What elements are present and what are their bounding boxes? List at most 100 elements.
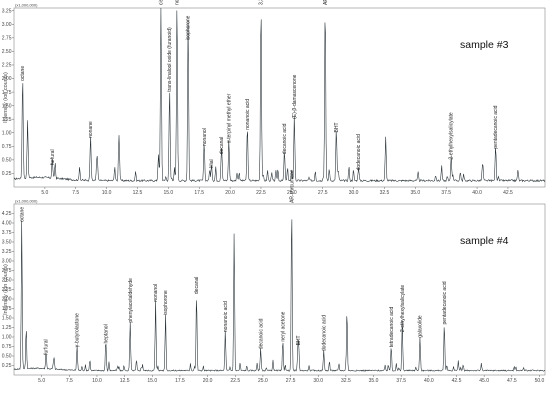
x-tick-label: 35.0: [410, 190, 420, 196]
x-tick-label: 17.5: [194, 190, 204, 196]
peak-label: cis-linalool oxide (furanoid): [159, 0, 165, 5]
y-tick-label: 0.50: [2, 158, 12, 164]
y-tick-label: 3.00: [2, 259, 12, 265]
x-tick-label: 25.0: [287, 190, 297, 196]
plot-frame: [13, 203, 546, 376]
peak-label: nonanol: [153, 284, 159, 302]
y-tick-label: 1.25: [2, 325, 12, 331]
sample-label: sample #3: [460, 39, 509, 51]
x-tick-label: 22.5: [230, 378, 240, 384]
y-tick-label: 0.75: [2, 144, 12, 150]
y-tick-label: 2.75: [2, 36, 12, 42]
y-tick-label: 1.75: [2, 90, 12, 96]
peak-label: nonanoic acid: [223, 301, 229, 332]
x-tick-label: 37.5: [441, 190, 451, 196]
x-tick-label: 37.5: [396, 378, 406, 384]
peak-label: AR-curcumene: [323, 0, 329, 5]
x-tick-label: 10.0: [102, 190, 112, 196]
y-tick-label: 1.00: [2, 130, 12, 136]
peak-label: octane: [20, 66, 26, 81]
x-tick-label: 5.0: [38, 378, 45, 384]
y-tick-label: 3.50: [2, 240, 12, 246]
y-tick-label: 3.75: [2, 230, 12, 236]
y-tick-label: 3.25: [2, 249, 12, 255]
y-tick-label: 2.00: [2, 297, 12, 303]
y-tick-label: 2.75: [2, 268, 12, 274]
y-tick-label: 3.25: [2, 8, 12, 14]
x-tick-label: 12.5: [120, 378, 130, 384]
x-tick-label: 10.0: [92, 378, 102, 384]
peak-label: lilial: [209, 159, 215, 167]
x-tick-label: 45.0: [479, 378, 489, 384]
peak-label: isophorone: [186, 15, 192, 40]
x-tick-label: 27.5: [286, 378, 296, 384]
x-tick-label: 30.0: [349, 190, 359, 196]
y-tick-label: 2.25: [2, 287, 12, 293]
y-axis-label: Intensity (ion counts): [3, 72, 9, 123]
y-tick-label: 0.50: [2, 354, 12, 360]
x-tick-label: 32.5: [380, 190, 390, 196]
peak-label: 3,3,5-trimethylphenol: [259, 0, 265, 5]
x-tick-label: 7.5: [72, 190, 79, 196]
x-tick-label: 27.5: [318, 190, 328, 196]
chromatogram-panel-4: 0.25 0.50 0.75 1.00 1.25 1.50 1.75 2.00 2.25 2.50…: [2, 169, 546, 384]
y-tick-label: 1.50: [2, 103, 12, 109]
y-tick-label: 1.00: [2, 335, 12, 341]
peak-label: decanal: [194, 277, 200, 295]
peak-label: nonane: [88, 121, 94, 138]
x-tick-label: 17.5: [175, 378, 185, 384]
peak-label: furfural: [44, 339, 50, 355]
peak-label: furfural: [50, 149, 56, 165]
y-tick-label: 2.50: [2, 278, 12, 284]
x-tick-label: 42.5: [452, 378, 462, 384]
peak-label: AR-curcumene: [289, 169, 295, 203]
x-tick-label: 42.5: [503, 190, 513, 196]
y-tick-label: 4.25: [2, 211, 12, 217]
peak-label: galaxolide: [418, 315, 424, 338]
peak-label: nonanoic acid: [245, 99, 251, 130]
y-tick-label: 4.00: [2, 221, 12, 227]
peak-label: 2-ethylhexylsalicylate: [400, 285, 406, 332]
x-tick-label: 20.0: [203, 378, 213, 384]
y-tick-label: 2.50: [2, 49, 12, 55]
peak-label: trans-linalool oxide (furanoid): [167, 27, 173, 92]
peak-label: isophorone: [163, 290, 169, 315]
peak-label: octane: [19, 207, 25, 222]
y-tick-label: 0.25: [2, 363, 12, 369]
y-tick-label: 2.00: [2, 76, 12, 82]
chromatogram-trace: [13, 219, 546, 372]
x-tick-label: 12.5: [133, 190, 143, 196]
y-tick-label: 2.25: [2, 63, 12, 69]
y-tick-label: 3.00: [2, 22, 12, 28]
peak-label: nonanal: [175, 0, 181, 5]
scale-label: (x1,000,000): [15, 3, 38, 8]
x-tick-label: 50.0: [535, 378, 545, 384]
x-tick-label: 22.5: [256, 190, 266, 196]
peak-label: decanal: [219, 137, 225, 155]
peak-label: neryl acetone: [280, 311, 286, 341]
y-axis-label: Intensity (ion counts): [3, 264, 9, 315]
peak-label: pentadecanoic acid: [442, 281, 448, 324]
y-tick-label: 1.25: [2, 117, 12, 123]
y-tick-label: 0.75: [2, 344, 12, 350]
x-tick-label: 35.0: [369, 378, 379, 384]
peak-label: phenylacetaldehyde: [128, 278, 134, 323]
x-tick-label: 5.0: [41, 190, 48, 196]
y-tick-label: 1.75: [2, 306, 12, 312]
peak-label: decanoic acid: [258, 318, 264, 349]
x-tick-label: 40.0: [424, 378, 434, 384]
peak-label: (E)-β-damascenone: [292, 74, 298, 119]
plot-frame: [13, 7, 546, 188]
peak-label: α-terpinyl methyl ether: [227, 93, 233, 143]
chromatogram-trace: [13, 7, 546, 183]
sample-label: sample #4: [460, 235, 509, 247]
chromatogram-panel-3: 0.25 0.50 0.75 1.00 1.25 1.50 1.75 2.00 2.25 2.50…: [2, 0, 546, 196]
peak-label: BHT: [296, 335, 302, 345]
x-tick-label: 15.0: [147, 378, 157, 384]
x-tick-label: 40.0: [472, 190, 482, 196]
peak-label: dodecanoic acid: [321, 315, 327, 351]
peak-label: heptanol: [103, 324, 109, 343]
x-tick-label: 30.0: [313, 378, 323, 384]
